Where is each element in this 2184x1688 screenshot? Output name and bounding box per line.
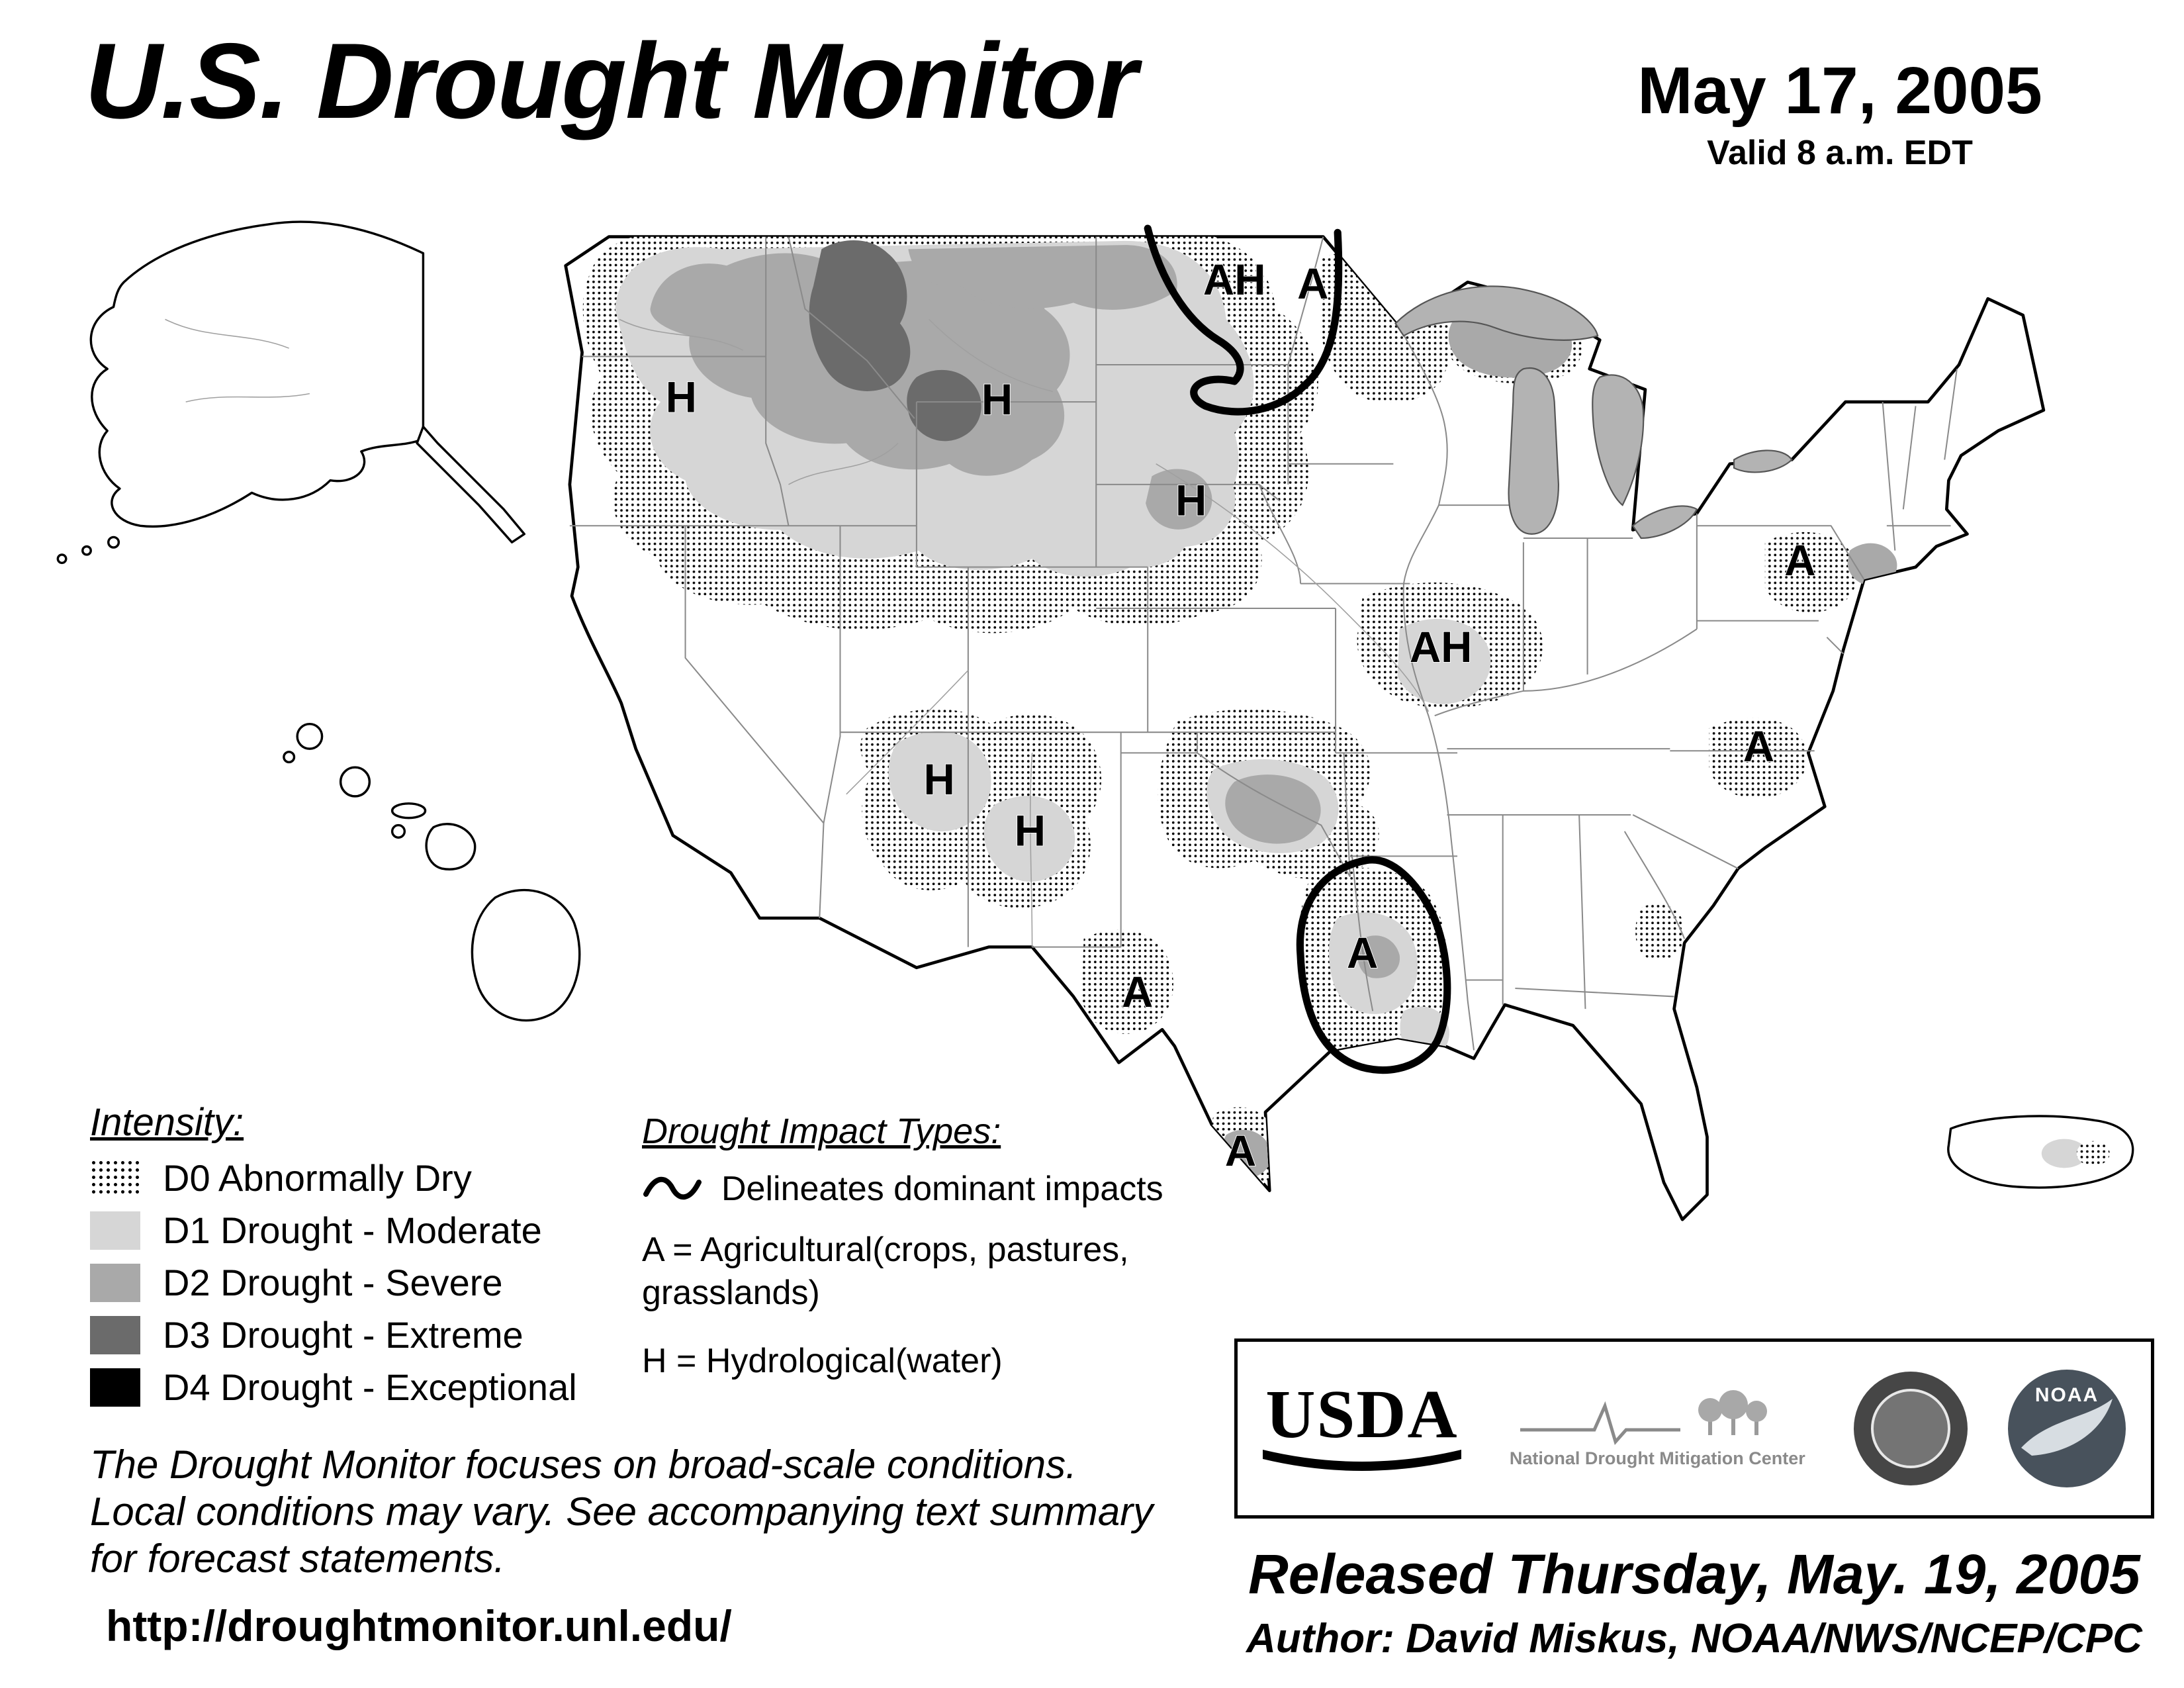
impact-boundary-east-texas (1296, 856, 1451, 1074)
d4-label: D4 Drought - Exceptional (163, 1366, 577, 1408)
usda-wordmark: USDA (1265, 1376, 1459, 1453)
lake-michigan (1508, 367, 1560, 535)
impact-label-a: A (1743, 722, 1774, 771)
d1-area-missouri-illinois (1397, 618, 1491, 704)
hawaii-big-island (471, 888, 581, 1022)
state-boundaries (569, 236, 1958, 1051)
impact-types-heading: Drought Impact Types: (642, 1111, 1001, 1151)
author-line: Author: David Miskus, NOAA/NWS/NCEP/CPC (1246, 1616, 2142, 1662)
lake-superior (1394, 285, 1599, 341)
disclaimer-line-3: for forecast statements. (90, 1536, 505, 1581)
date-block: May 17, 2005 Valid 8 a.m. EDT (1595, 53, 2085, 173)
noaa-seagull-icon (2021, 1399, 2113, 1456)
page-title: U.S. Drought Monitor (85, 21, 1138, 141)
disclaimer-line-1: The Drought Monitor focuses on broad-sca… (90, 1442, 1077, 1487)
impact-label-a: A (1347, 929, 1378, 977)
puerto-rico (1947, 1115, 2134, 1189)
intensity-legend: Intensity: D0 Abnormally Dry D1 Drought … (90, 1100, 577, 1418)
d0-area-west-texas (1081, 929, 1173, 1034)
delineates-label: Delineates dominant impacts (721, 1170, 1163, 1208)
impact-label-h: H (1175, 477, 1206, 525)
d0-label: D0 Abnormally Dry (163, 1157, 472, 1199)
d2-swatch (90, 1263, 140, 1302)
noaa-wordmark: NOAA (2034, 1384, 2099, 1406)
d0-swatch (90, 1158, 140, 1197)
lake-erie (1631, 505, 1698, 539)
disclaimer-text: The Drought Monitor focuses on broad-sca… (90, 1442, 1153, 1582)
legend-item-d4: D4 Drought - Exceptional (90, 1366, 577, 1409)
impact-label-a: A (1225, 1127, 1256, 1175)
lake-huron (1592, 374, 1645, 506)
d1-area-new-mexico (983, 796, 1075, 882)
d2-area-montana-dakota-band (908, 245, 1177, 310)
d1-swatch (90, 1211, 140, 1250)
d1-area-arizona (888, 731, 991, 831)
disclaimer-line-2: Local conditions may vary. See accompany… (90, 1489, 1154, 1534)
d3-swatch (90, 1315, 140, 1354)
impact-label-h: H (666, 373, 697, 422)
agricultural-definition: A = Agricultural(crops, pastures, grassl… (642, 1231, 1129, 1312)
d0-area-virginia-carolina (1709, 718, 1807, 798)
d4-swatch (90, 1368, 140, 1407)
alaska (56, 220, 525, 565)
impact-label-h: H (1015, 807, 1046, 855)
impact-label-a: A (1784, 536, 1815, 585)
d3-area-northwest-montana (809, 240, 911, 391)
released-date: Released Thursday, May. 19, 2005 (1248, 1543, 2140, 1605)
usda-logo: USDA (1263, 1376, 1461, 1474)
valid-time: Valid 8 a.m. EDT (1707, 134, 1973, 172)
d3-label: D3 Drought - Extreme (163, 1314, 523, 1356)
ndmc-logo: National Drought Mitigation Center (1502, 1389, 1813, 1469)
d0-area-pennsylvania (1764, 532, 1858, 613)
hawaii (283, 722, 581, 1022)
intensity-heading: Intensity: (90, 1101, 244, 1144)
impact-label-ah: AH (1203, 256, 1266, 304)
commerce-seal-eagle (1870, 1389, 1950, 1468)
legend-item-d2: D2 Drought - Severe (90, 1261, 577, 1304)
legend-item-d3: D3 Drought - Extreme (90, 1313, 577, 1356)
agency-logo-box: USDA National Drought Mitigation Center … (1234, 1338, 2154, 1519)
noaa-logo: NOAA (2007, 1370, 2126, 1487)
impact-label-h: H (924, 755, 955, 804)
great-lakes (1394, 285, 1793, 539)
lake-ontario (1733, 449, 1793, 473)
impact-label-a: A (1297, 259, 1328, 308)
impact-label-ah: AH (1410, 623, 1473, 671)
impact-types-block: Drought Impact Types: Delineates dominan… (642, 1111, 1198, 1408)
impact-label-a: A (1122, 968, 1153, 1016)
impact-label-h: H (981, 375, 1013, 424)
rivers (619, 318, 1430, 947)
legend-item-d1: D1 Drought - Moderate (90, 1209, 577, 1252)
hawaii-maui (425, 823, 477, 870)
ndmc-trees-icon (1520, 1389, 1768, 1445)
squiggle-icon (643, 1176, 702, 1200)
impact-boundary-dakotas (1144, 224, 1343, 416)
drought-monitor-url: http://droughtmonitor.unl.edu/ (106, 1601, 732, 1650)
delineates-row: Delineates dominant impacts (642, 1169, 1198, 1209)
d2-label: D2 Drought - Severe (163, 1262, 503, 1303)
legend-item-d0: D0 Abnormally Dry (90, 1156, 577, 1199)
usda-swoosh-icon (1263, 1449, 1461, 1471)
d2-area-east-texas-core (1357, 935, 1400, 978)
map-date: May 17, 2005 (1637, 54, 2042, 128)
hydrological-definition: H = Hydrological(water) (642, 1342, 1003, 1380)
d0-area-georgia-coast (1635, 904, 1685, 961)
d1-label: D1 Drought - Moderate (163, 1209, 542, 1251)
ndmc-wordmark: National Drought Mitigation Center (1509, 1448, 1805, 1468)
d2-area-north-texas-core (1225, 774, 1321, 844)
d3-area-yellowstone (907, 369, 981, 442)
commerce-seal (1853, 1372, 1968, 1485)
